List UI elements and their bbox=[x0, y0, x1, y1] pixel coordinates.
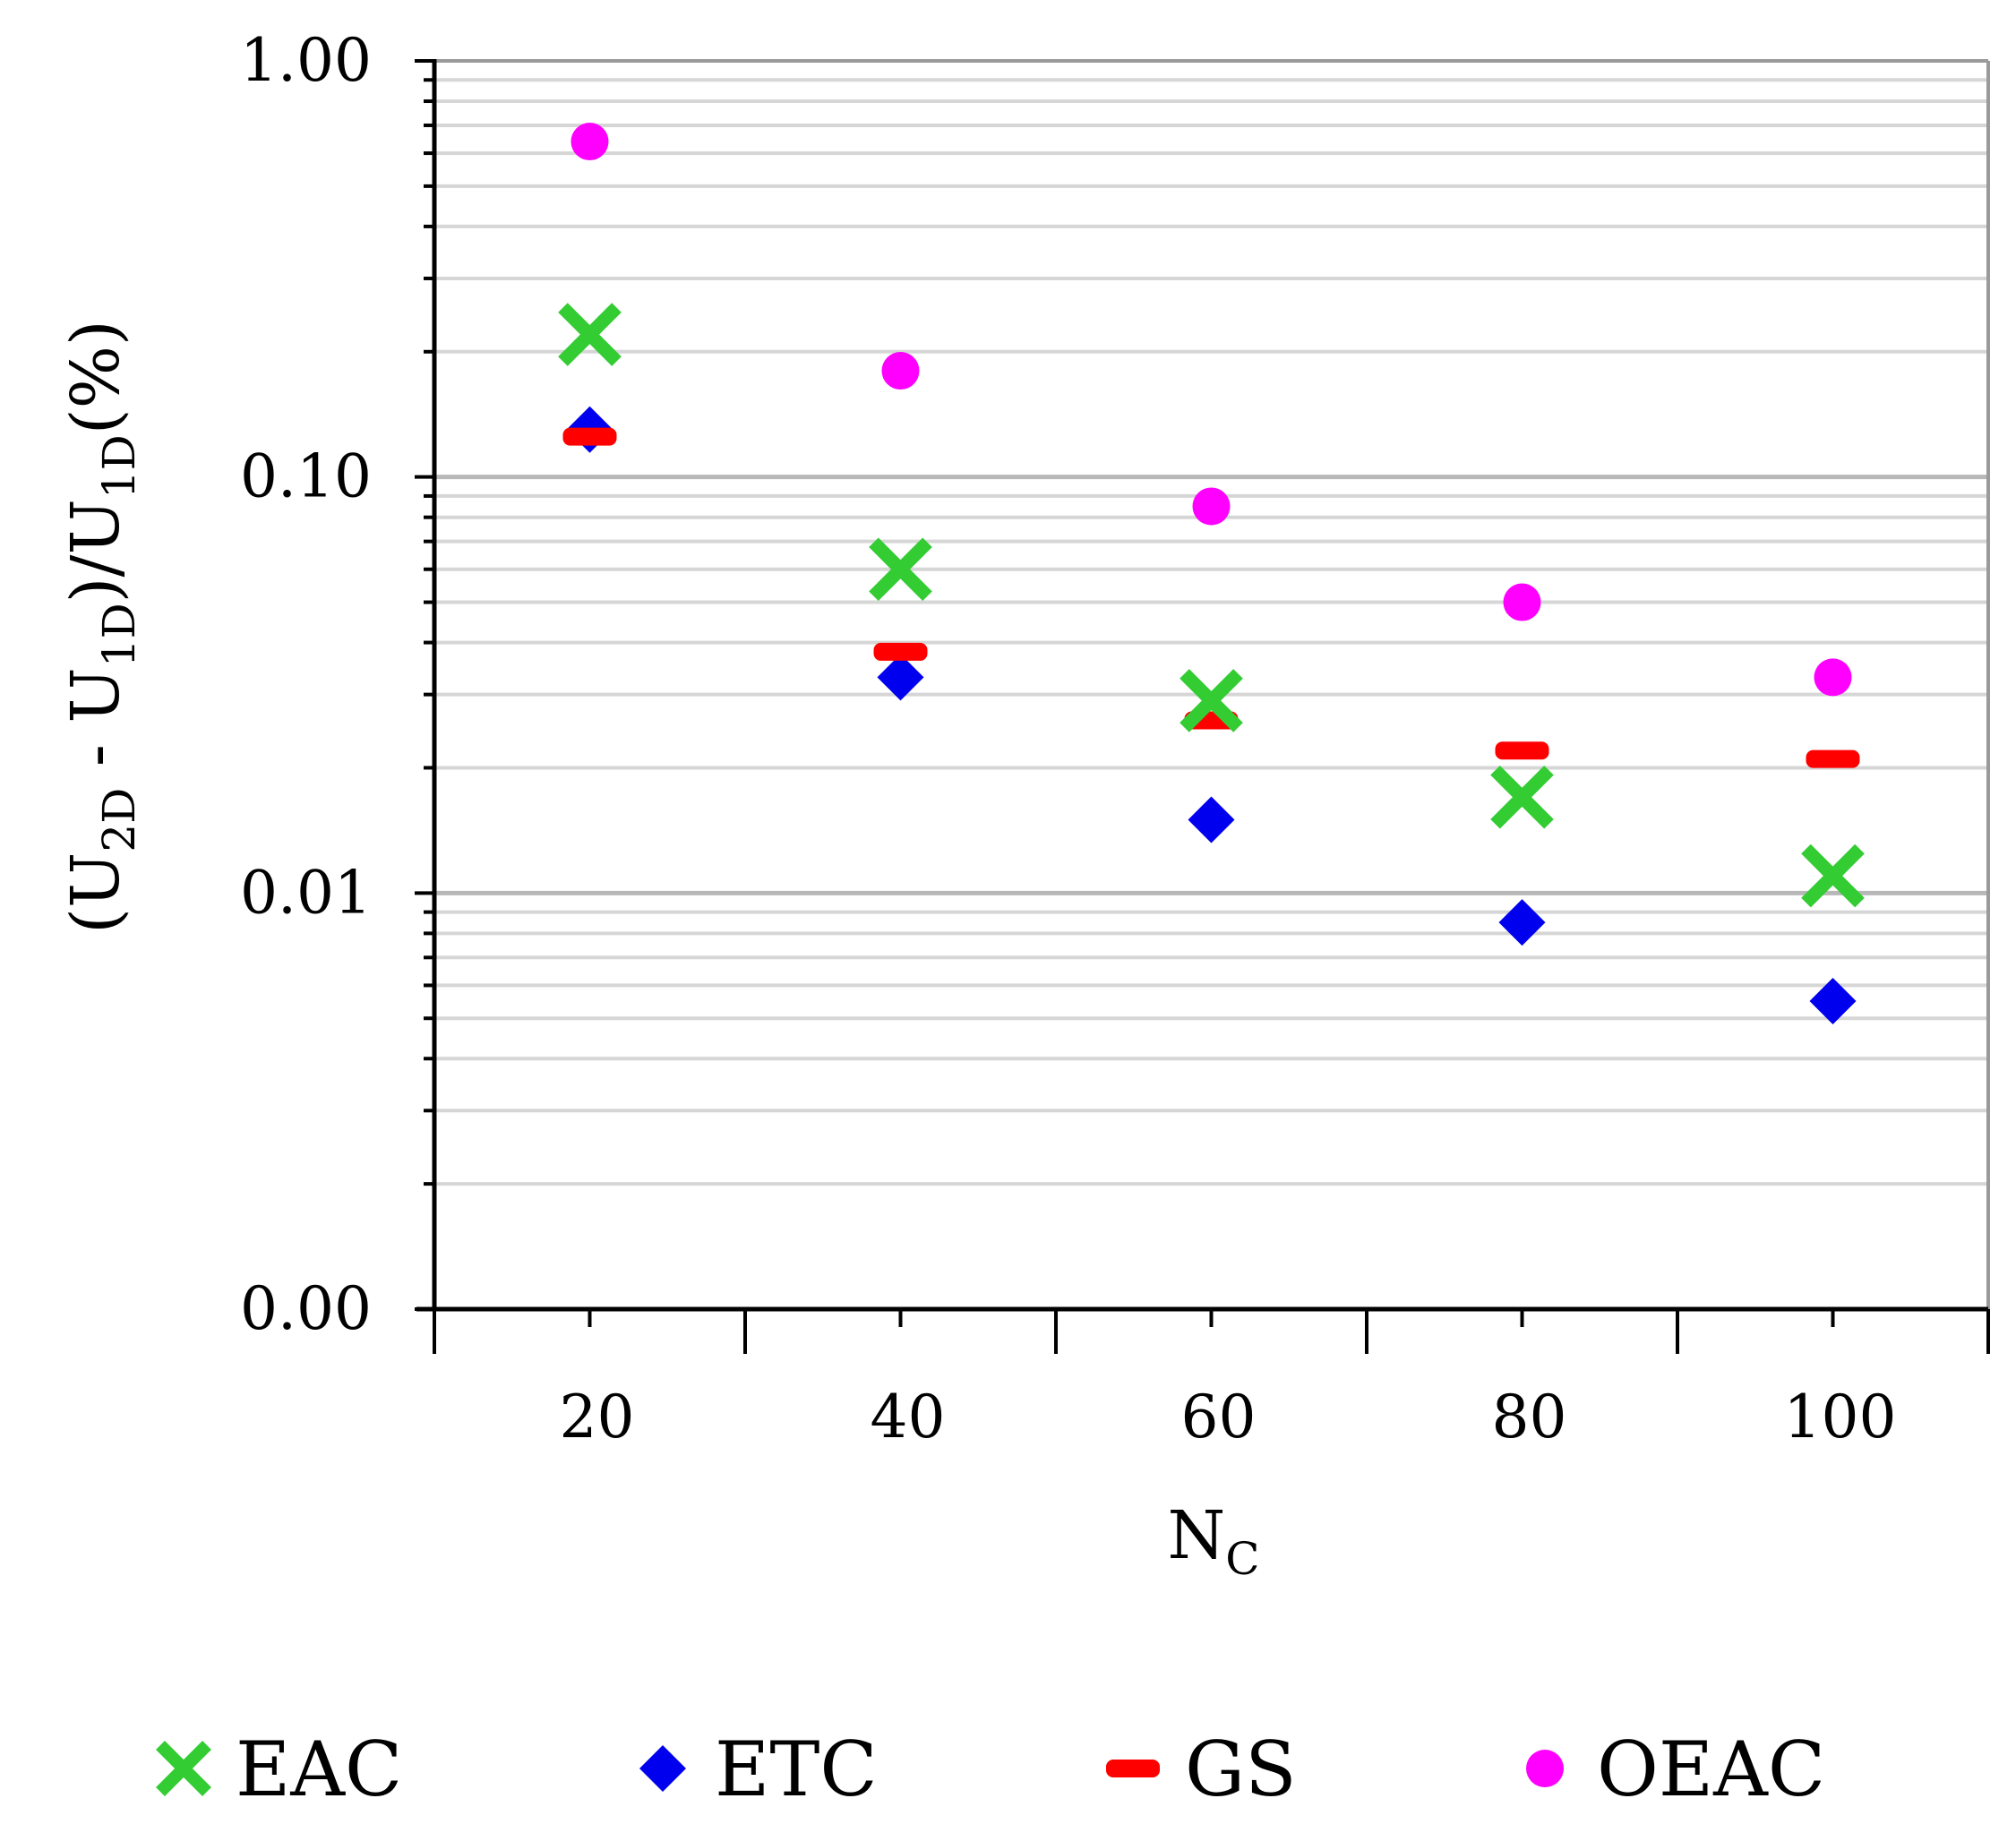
grid-lines bbox=[434, 78, 1988, 1186]
dash-shape bbox=[1806, 749, 1860, 768]
point-gs bbox=[1495, 741, 1549, 760]
point-etc bbox=[1498, 899, 1546, 946]
legend-dash-icon bbox=[1106, 1760, 1160, 1777]
dash-shape bbox=[562, 427, 617, 446]
legend-label: GS bbox=[1185, 1726, 1297, 1813]
point-gs bbox=[873, 642, 928, 661]
x-stroke bbox=[869, 537, 932, 602]
legend: EAC ETC GS OEAC bbox=[156, 1726, 1825, 1813]
x-axis-title-main: N bbox=[1167, 1497, 1225, 1574]
circle-shape bbox=[881, 352, 920, 390]
point-gs bbox=[562, 427, 617, 446]
point-oeac bbox=[881, 352, 920, 390]
point-eac bbox=[1490, 765, 1554, 829]
point-etc bbox=[1188, 796, 1235, 843]
x-tick-labels: 20 40 60 80 100 bbox=[560, 1383, 1897, 1451]
x-stroke bbox=[1180, 669, 1243, 732]
legend-x-icon bbox=[156, 1741, 211, 1796]
point-eac bbox=[558, 303, 622, 366]
point-gs bbox=[1806, 749, 1860, 768]
circle-shape bbox=[1814, 658, 1852, 697]
legend-item-oeac: OEAC bbox=[1526, 1726, 1825, 1813]
y-tick-label: 0.01 bbox=[240, 858, 372, 927]
y-tick-label: 0.00 bbox=[240, 1274, 372, 1343]
y-axis-title-sub: 2D bbox=[93, 788, 145, 852]
diamond-shape bbox=[1188, 796, 1235, 843]
x-stroke bbox=[1801, 843, 1865, 908]
x-stroke bbox=[1490, 765, 1554, 829]
x-tick-label: 40 bbox=[871, 1383, 946, 1451]
legend-item-etc: ETC bbox=[639, 1726, 878, 1813]
y-axis-title-sub: 1D bbox=[93, 434, 145, 499]
y-axis-title-main: )/U bbox=[57, 499, 134, 603]
x-axis-title-sub: C bbox=[1225, 1533, 1259, 1585]
point-oeac bbox=[1814, 658, 1852, 697]
x-tick-label: 80 bbox=[1492, 1383, 1567, 1451]
x-stroke bbox=[558, 303, 622, 366]
point-eac bbox=[1180, 669, 1243, 732]
legend-item-gs: GS bbox=[1106, 1726, 1297, 1813]
y-axis-title-main: (U bbox=[57, 852, 134, 934]
x-tick-label: 20 bbox=[560, 1383, 635, 1451]
diamond-shape bbox=[877, 654, 924, 701]
axes bbox=[415, 59, 1990, 1354]
point-eac bbox=[869, 537, 932, 602]
dash-shape bbox=[1495, 741, 1549, 760]
legend-label: ETC bbox=[715, 1726, 878, 1813]
y-tick-label: 1.00 bbox=[240, 26, 372, 95]
y-axis-title-sub: 1D bbox=[93, 603, 145, 667]
diamond-shape bbox=[1809, 977, 1857, 1024]
y-tick-label: 0.10 bbox=[240, 442, 372, 511]
diamond-shape bbox=[1498, 899, 1546, 946]
data-points bbox=[558, 123, 1865, 1024]
circle-shape bbox=[1192, 487, 1231, 526]
legend-label: OEAC bbox=[1597, 1726, 1825, 1813]
point-oeac bbox=[570, 123, 609, 161]
point-etc bbox=[1809, 977, 1857, 1024]
point-oeac bbox=[1192, 487, 1231, 526]
y-tick-labels: 1.00 0.10 0.01 0.00 bbox=[240, 26, 372, 1343]
dash-shape bbox=[873, 642, 928, 661]
circle-shape bbox=[570, 123, 609, 161]
x-tick-label: 60 bbox=[1181, 1383, 1257, 1451]
legend-label: EAC bbox=[236, 1726, 402, 1813]
x-axis-title: NC bbox=[1167, 1497, 1259, 1585]
x-tick-label: 100 bbox=[1784, 1383, 1897, 1451]
y-axis-title: (U2D - U1D)/U1D(%) bbox=[57, 320, 145, 934]
legend-diamond-icon bbox=[639, 1745, 686, 1792]
y-axis-title-main: (%) bbox=[57, 320, 134, 434]
legend-circle-icon bbox=[1526, 1750, 1564, 1787]
y-axis-title-main: - U bbox=[57, 667, 134, 787]
point-oeac bbox=[1503, 583, 1541, 621]
circle-shape bbox=[1503, 583, 1541, 621]
point-etc bbox=[877, 654, 924, 701]
axis-titles: NC(U2D - U1D)/U1D(%) bbox=[57, 320, 1260, 1585]
legend-item-eac: EAC bbox=[156, 1726, 402, 1813]
point-eac bbox=[1801, 843, 1865, 908]
